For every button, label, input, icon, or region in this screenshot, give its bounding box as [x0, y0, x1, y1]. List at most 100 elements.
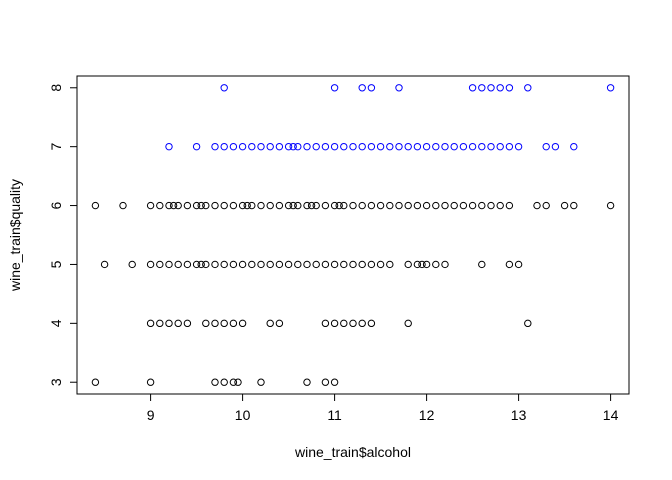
data-point [284, 201, 293, 210]
data-point [146, 260, 155, 269]
data-point [330, 260, 339, 269]
data-point [257, 201, 265, 210]
data-point [404, 201, 412, 210]
data-point-high-quality [514, 142, 523, 151]
data-point [606, 201, 615, 210]
data-point [330, 378, 339, 386]
data-point [266, 260, 274, 269]
data-point [478, 260, 486, 269]
data-point-high-quality [441, 142, 449, 151]
data-point [459, 201, 468, 210]
data-point-high-quality [450, 142, 458, 151]
data-point [220, 260, 228, 269]
data-point [349, 319, 357, 328]
data-point-high-quality [349, 142, 357, 151]
data-point [404, 319, 412, 328]
data-point [340, 201, 348, 210]
data-point-high-quality [367, 142, 376, 151]
data-point-high-quality [478, 142, 486, 151]
data-point [211, 319, 219, 328]
data-point [192, 260, 201, 269]
data-point [156, 201, 164, 210]
data-point [505, 260, 514, 269]
data-point [533, 201, 541, 210]
data-point [294, 201, 302, 210]
data-point-high-quality [505, 84, 514, 92]
data-point [183, 201, 192, 210]
data-point-high-quality [330, 84, 339, 92]
data-point-high-quality [432, 142, 440, 151]
data-point [220, 378, 228, 386]
data-point [229, 201, 238, 210]
data-point [367, 319, 376, 328]
data-point [100, 260, 109, 269]
y-axis: 3 4 5 6 7 8 [48, 84, 78, 386]
data-point-high-quality [367, 84, 376, 92]
data-point [91, 378, 100, 386]
data-point [156, 319, 164, 328]
data-point [358, 260, 366, 269]
data-point-high-quality [487, 84, 495, 92]
data-point [340, 319, 348, 328]
data-point [349, 260, 357, 269]
data-point-high-quality [284, 142, 293, 151]
data-point [248, 201, 256, 210]
data-point-high-quality [551, 142, 560, 151]
data-point [496, 201, 504, 210]
data-point [422, 201, 431, 210]
data-point [257, 378, 265, 386]
data-point [211, 260, 219, 269]
data-point-high-quality [459, 142, 468, 151]
x-tick-label: 11 [327, 407, 342, 423]
data-point [275, 260, 284, 269]
data-point [422, 260, 431, 269]
data-point [386, 260, 394, 269]
data-point-high-quality [404, 142, 412, 151]
data-point [358, 319, 366, 328]
y-tick-label: 5 [48, 260, 64, 268]
y-tick-label: 6 [48, 201, 64, 209]
data-point [202, 201, 210, 210]
data-point [303, 201, 311, 210]
data-point-high-quality [478, 84, 486, 92]
data-point [413, 201, 422, 210]
data-point [450, 201, 458, 210]
data-point [542, 201, 550, 210]
data-point-high-quality [570, 142, 578, 151]
data-point [275, 319, 284, 328]
data-point [432, 201, 440, 210]
data-point [367, 201, 376, 210]
data-point [229, 260, 238, 269]
data-point [321, 260, 330, 269]
data-point-high-quality [358, 84, 366, 92]
data-point [146, 319, 155, 328]
data-point [386, 201, 394, 210]
plot-frame [76, 75, 630, 395]
data-point [211, 201, 219, 210]
data-point [156, 260, 164, 269]
data-point-high-quality [257, 142, 265, 151]
data-point [418, 260, 426, 269]
data-points [91, 84, 615, 386]
data-point [128, 260, 136, 269]
data-point-high-quality [413, 142, 422, 151]
data-point-high-quality [275, 142, 284, 151]
data-point [146, 378, 155, 386]
data-point [413, 260, 422, 269]
data-point [358, 201, 366, 210]
data-point [376, 201, 385, 210]
data-point [229, 378, 238, 386]
data-point [505, 201, 514, 210]
data-point-high-quality [524, 84, 532, 92]
x-tick-label: 12 [419, 407, 435, 423]
data-point [303, 260, 311, 269]
data-point-high-quality [395, 84, 403, 92]
data-point [441, 260, 449, 269]
data-point [284, 260, 293, 269]
data-point [340, 260, 348, 269]
data-point [183, 260, 192, 269]
data-point [165, 201, 173, 210]
data-point-high-quality [266, 142, 274, 151]
data-point [478, 201, 486, 210]
